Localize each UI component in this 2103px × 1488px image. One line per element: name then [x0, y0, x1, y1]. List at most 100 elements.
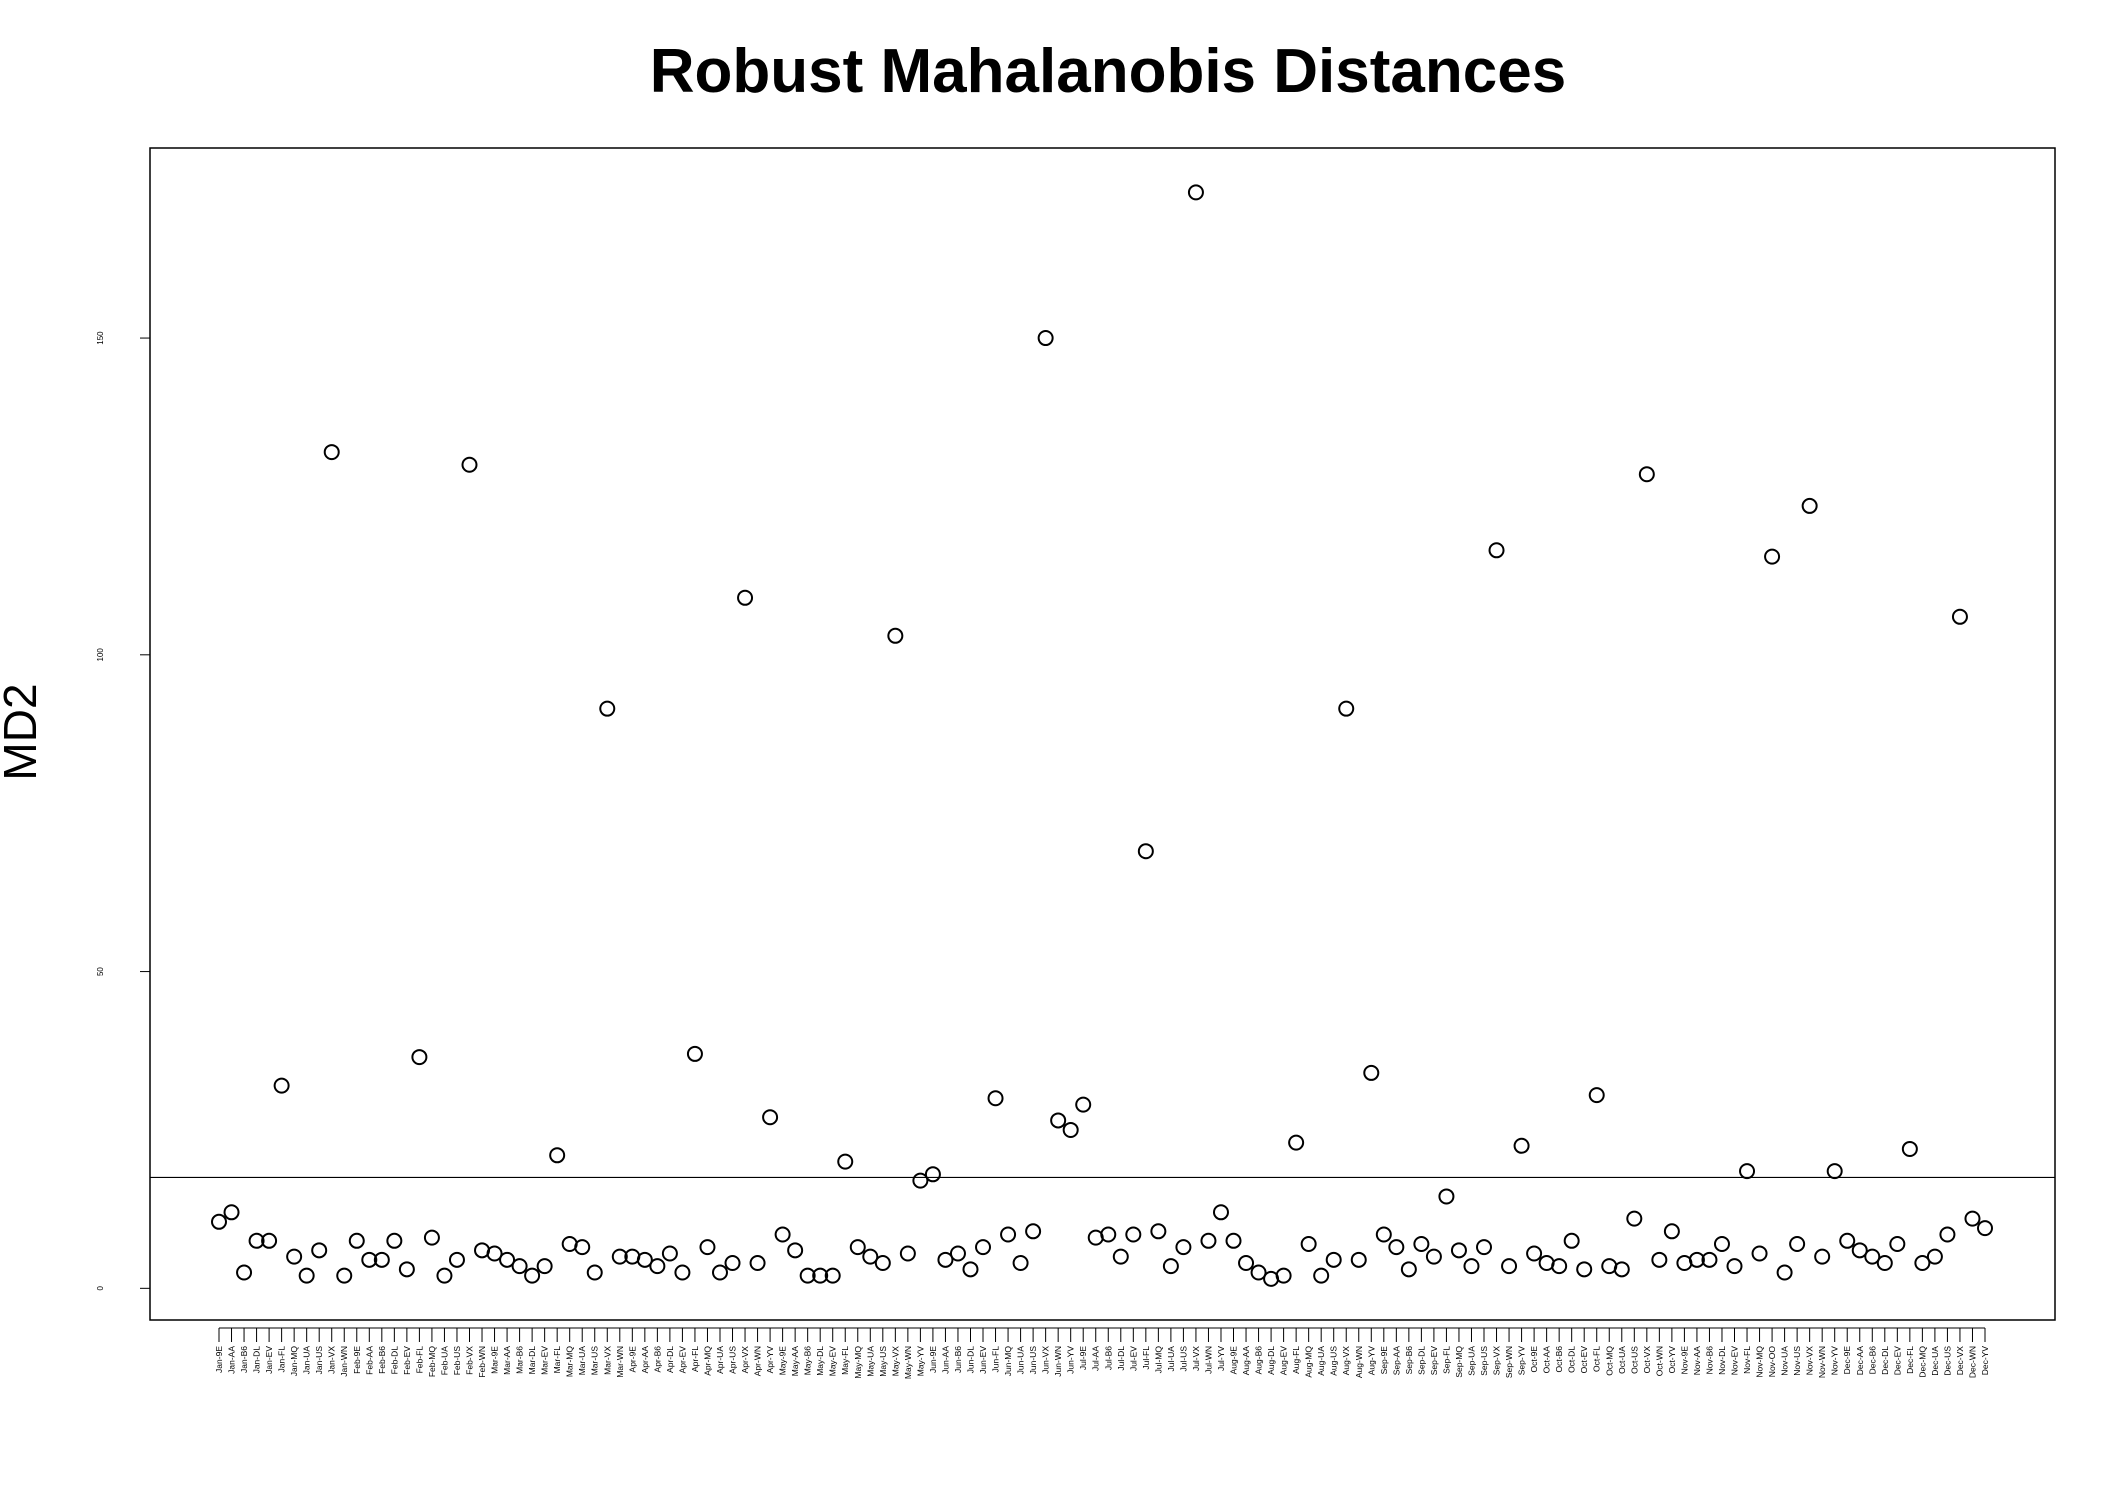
- data-point: [524, 1267, 541, 1284]
- data-point: [499, 1251, 516, 1268]
- data-point: [1450, 1242, 1467, 1259]
- data-point: [1275, 1267, 1292, 1284]
- data-point: [1776, 1264, 1793, 1281]
- x-tick-label: Oct-DL: [1567, 1346, 1577, 1373]
- x-tick-label: May-EV: [828, 1346, 838, 1377]
- x-tick-label: Mar-MQ: [565, 1346, 575, 1378]
- data-point: [1300, 1235, 1317, 1252]
- data-point: [361, 1251, 378, 1268]
- data-point: [987, 1090, 1004, 1107]
- x-tick-label: Nov-UA: [1780, 1346, 1790, 1376]
- x-tick-label: Jul-UA: [1166, 1346, 1176, 1372]
- x-tick-label: Nov-EV: [1730, 1346, 1740, 1376]
- data-point: [1663, 1223, 1680, 1240]
- x-tick-label: Jan-VX: [327, 1346, 337, 1374]
- data-point: [1851, 1242, 1868, 1259]
- x-tick-label: Dec-9E: [1842, 1346, 1852, 1375]
- x-tick-label: Apr-YV: [765, 1346, 775, 1374]
- x-tick-label: Aug-EV: [1279, 1346, 1289, 1376]
- x-tick-label: Dec-AA: [1855, 1346, 1865, 1376]
- data-point: [949, 1245, 966, 1262]
- x-tick-label: Jul-EV: [1128, 1346, 1138, 1371]
- x-tick-label: Jul-FL: [1141, 1346, 1151, 1370]
- chart-title: Robust Mahalanobis Distances: [650, 37, 1566, 106]
- data-point: [924, 1166, 941, 1183]
- x-tick-label: Dec-VX: [1955, 1346, 1965, 1376]
- data-point: [1501, 1258, 1518, 1275]
- x-tick-label: Mar-VX: [602, 1346, 612, 1375]
- y-tick-label: 50: [96, 967, 105, 976]
- data-point: [311, 1242, 328, 1259]
- data-point: [1626, 1210, 1643, 1227]
- data-point: [1926, 1248, 1943, 1265]
- data-point: [1563, 1232, 1580, 1249]
- x-tick-label: Nov-OO: [1767, 1346, 1777, 1378]
- x-tick-label: Sep-VX: [1492, 1346, 1502, 1376]
- data-point: [686, 1045, 703, 1062]
- data-point: [348, 1232, 365, 1249]
- x-tick-label: Jan-DL: [252, 1346, 262, 1374]
- x-tick-label: Aug-YV: [1366, 1346, 1376, 1376]
- data-point: [1638, 466, 1655, 483]
- data-point: [1150, 1223, 1167, 1240]
- data-point: [1764, 548, 1781, 565]
- x-tick-label: Nov-VX: [1805, 1346, 1815, 1376]
- x-tick-label: Nov-DL: [1717, 1346, 1727, 1375]
- x-tick-label: Jul-AA: [1091, 1346, 1101, 1371]
- x-tick-label: May-VX: [890, 1346, 900, 1377]
- data-point: [1025, 1223, 1042, 1240]
- data-point: [975, 1239, 992, 1256]
- x-tick-label: Jul-9E: [1078, 1346, 1088, 1370]
- data-point: [411, 1049, 428, 1066]
- data-point: [1350, 1251, 1367, 1268]
- x-tick-label: Jan-B6: [239, 1346, 249, 1373]
- data-point: [899, 1245, 916, 1262]
- x-tick-label: Apr-9E: [627, 1346, 637, 1373]
- data-point: [1313, 1267, 1330, 1284]
- x-tick-label: Oct-VX: [1642, 1346, 1652, 1374]
- data-point: [649, 1258, 666, 1275]
- data-point: [261, 1232, 278, 1249]
- data-point: [1701, 1251, 1718, 1268]
- x-tick-label: Feb-UA: [439, 1346, 449, 1376]
- x-tick-label: Sep-WN: [1504, 1346, 1514, 1378]
- x-tick-label: Mar-US: [590, 1346, 600, 1376]
- data-point: [1688, 1251, 1705, 1268]
- data-point: [1000, 1226, 1017, 1243]
- x-tick-label: Nov-9E: [1679, 1346, 1689, 1375]
- data-point: [1137, 843, 1154, 860]
- x-tick-label: Sep-9E: [1379, 1346, 1389, 1375]
- x-tick-label: Aug-US: [1329, 1346, 1339, 1376]
- data-point: [1588, 1087, 1605, 1104]
- x-tick-label: Apr-MQ: [702, 1346, 712, 1376]
- data-point: [536, 1258, 553, 1275]
- x-tick-label: Feb-AA: [364, 1346, 374, 1375]
- data-point: [1062, 1121, 1079, 1138]
- x-tick-label: May-WN: [903, 1346, 913, 1379]
- x-tick-label: Sep-US: [1479, 1346, 1489, 1376]
- x-tick-label: Jun-EV: [978, 1346, 988, 1374]
- data-point: [599, 700, 616, 717]
- x-tick-label: Sep-DL: [1416, 1346, 1426, 1375]
- data-point: [849, 1239, 866, 1256]
- data-point: [787, 1242, 804, 1259]
- x-tick-label: Jul-MQ: [1153, 1346, 1163, 1374]
- x-tick-label: Nov-US: [1792, 1346, 1802, 1376]
- data-point: [1200, 1232, 1217, 1249]
- x-tick-label: Feb-WN: [477, 1346, 487, 1378]
- x-tick-label: Dec-US: [1942, 1346, 1952, 1376]
- data-point: [1162, 1258, 1179, 1275]
- data-point: [1075, 1096, 1092, 1113]
- data-point: [1238, 1254, 1255, 1271]
- data-point: [1964, 1210, 1981, 1227]
- data-point: [749, 1254, 766, 1271]
- x-tick-label: Jan-EV: [264, 1346, 274, 1374]
- data-point: [799, 1267, 816, 1284]
- x-tick-label: Mar-WN: [615, 1346, 625, 1378]
- x-tick-label: Jan-MQ: [289, 1346, 299, 1377]
- data-points: [211, 184, 1993, 1287]
- x-tick-label: Mar-FL: [552, 1346, 562, 1374]
- x-tick-label: Feb-9E: [352, 1346, 362, 1374]
- x-tick-label: Dec-EV: [1892, 1346, 1902, 1376]
